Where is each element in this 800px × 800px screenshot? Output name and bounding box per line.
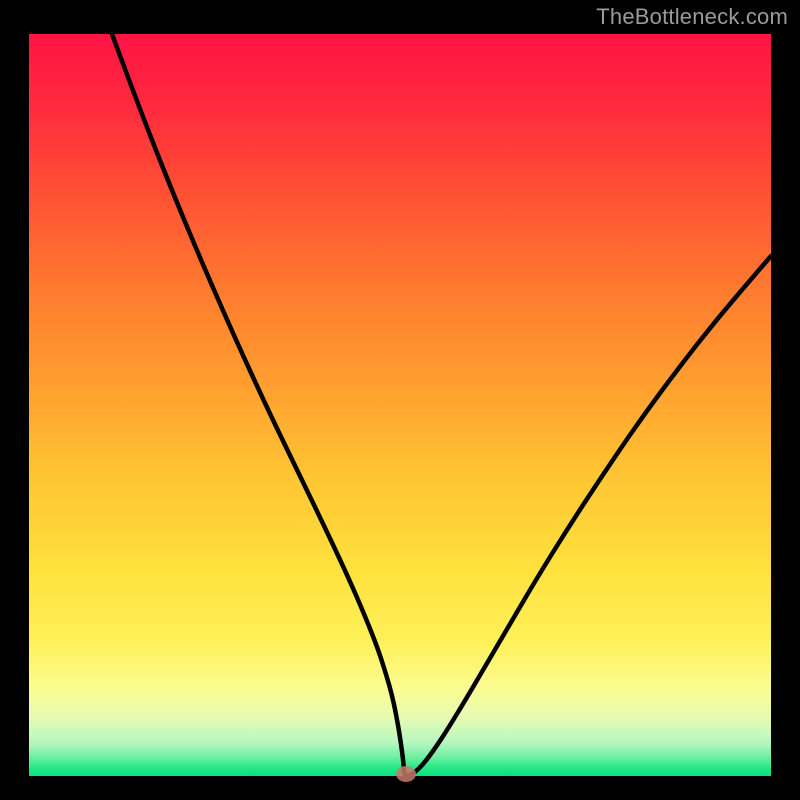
watermark-text: TheBottleneck.com	[596, 4, 788, 30]
chart-frame: TheBottleneck.com	[0, 0, 800, 800]
optimal-point-marker	[396, 766, 416, 782]
bottleneck-curve	[29, 34, 771, 776]
plot-area	[29, 34, 771, 776]
